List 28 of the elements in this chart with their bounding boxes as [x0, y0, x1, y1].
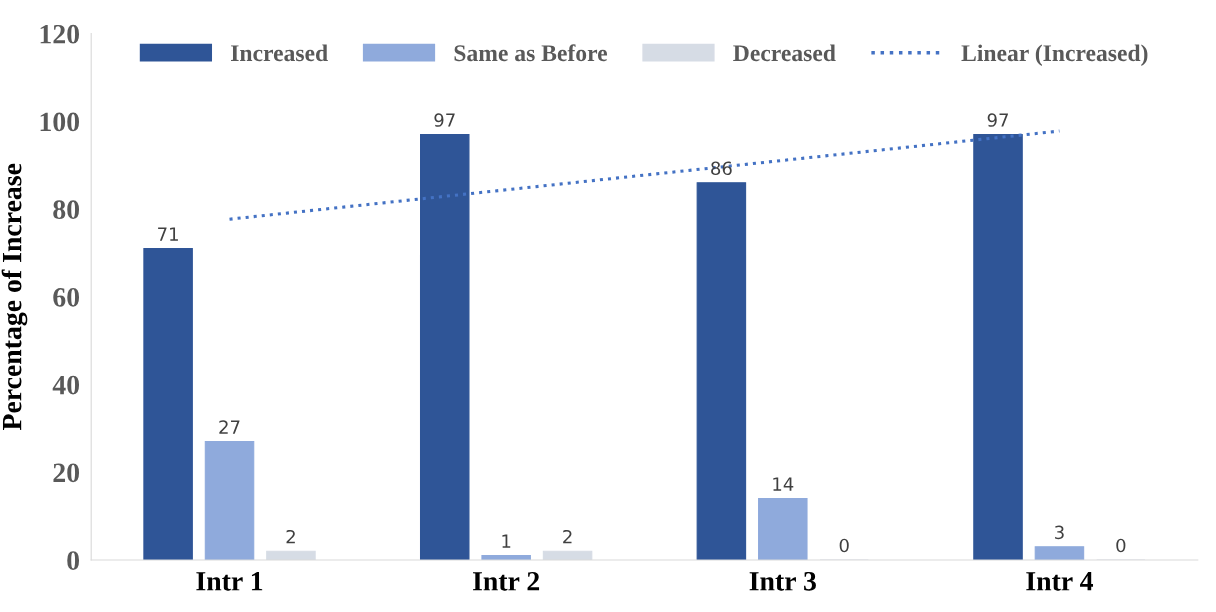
- legend-label: Linear (Increased): [961, 44, 1148, 66]
- data-label: 2: [286, 529, 295, 544]
- y-tick-label: 120: [40, 24, 80, 44]
- x-tick-label: Intr 2: [473, 571, 540, 591]
- data-label: 2: [563, 529, 572, 544]
- data-label: 97: [987, 113, 1008, 127]
- y-axis-title: Percentage of Increase: [1, 163, 28, 431]
- x-tick-label: Intr 1: [196, 572, 263, 591]
- data-label: 97: [434, 113, 455, 127]
- legend-label: Same as Before: [454, 44, 608, 62]
- y-tick-label: 0: [67, 551, 80, 570]
- data-label: 86: [711, 161, 732, 176]
- data-label: 27: [219, 420, 240, 434]
- y-tick-label: 20: [53, 463, 80, 483]
- data-label: 3: [1055, 525, 1064, 540]
- y-tick-label: 80: [53, 200, 80, 220]
- data-label: 0: [839, 538, 849, 553]
- x-tick-label: Intr 3: [749, 571, 816, 591]
- y-tick-label: 60: [53, 287, 80, 307]
- data-label: 71: [158, 227, 178, 241]
- data-label: 1: [502, 534, 511, 548]
- legend-label: Increased: [231, 44, 328, 62]
- y-tick-label: 40: [52, 375, 80, 395]
- data-label: 0: [1116, 538, 1126, 553]
- y-tick-label: 100: [40, 112, 80, 132]
- data-label: 14: [773, 477, 794, 491]
- x-tick-label: Intr 4: [1026, 572, 1094, 591]
- legend-label: Decreased: [733, 44, 836, 62]
